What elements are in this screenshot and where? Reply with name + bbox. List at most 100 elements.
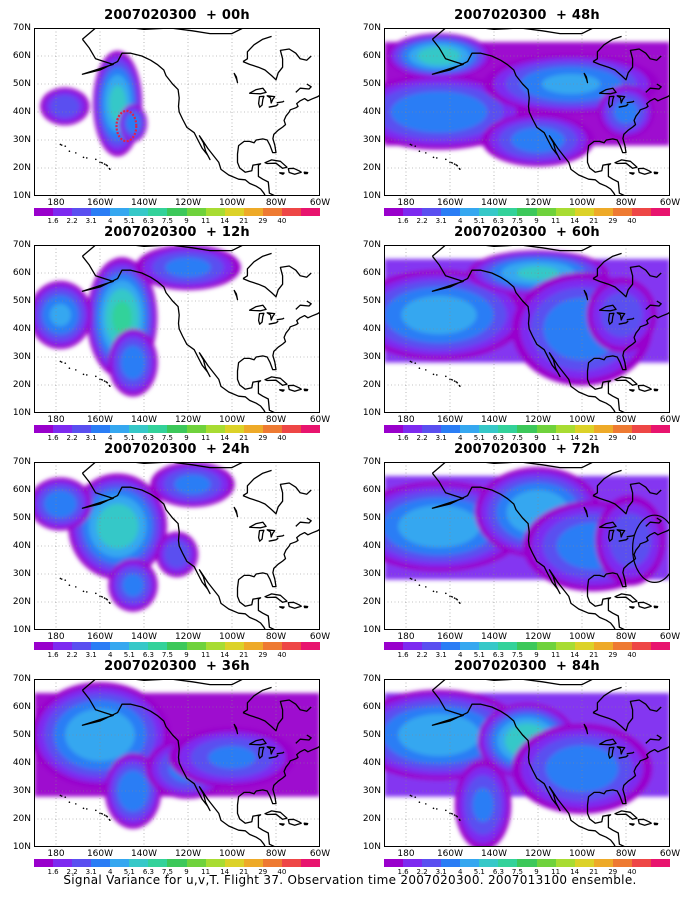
map-panel: 2007020300 + 84h 10N 20N 30N 40N 50N 60N 70N 180…	[352, 659, 692, 881]
colorbar-swatch	[224, 859, 244, 867]
latitude-tick-label: 50N	[362, 296, 381, 306]
colorbar-swatch	[281, 425, 301, 433]
latitude-tick-label: 60N	[12, 702, 31, 712]
latitude-tick-label: 10N	[362, 842, 381, 852]
signal-variance-field	[384, 33, 670, 167]
colorbar-swatch	[612, 859, 632, 867]
colorbar-swatch	[460, 425, 480, 433]
colorbar-label: 1.6	[397, 868, 409, 876]
latitude-tick-label: 40N	[362, 541, 381, 551]
latitude-tick-label: 10N	[12, 191, 31, 201]
colorbar-label: 6.3	[492, 434, 504, 442]
latitude-tick-label: 40N	[362, 324, 381, 334]
colorbar-label: 6.3	[142, 434, 154, 442]
colorbar-swatch	[72, 859, 92, 867]
colorbar-label: 4	[458, 651, 463, 659]
graticule	[384, 245, 670, 413]
colorbar-swatch	[498, 208, 518, 216]
longitude-tick-label: 60W	[309, 198, 331, 208]
colorbar-label: 2.2	[416, 651, 428, 659]
colorbar-swatch	[403, 859, 423, 867]
graticule	[34, 28, 320, 196]
colorbar-swatch	[129, 859, 149, 867]
colorbar-swatch	[441, 859, 461, 867]
colorbar-label: 5.1	[123, 868, 135, 876]
latitude-tick-label: 20N	[362, 814, 381, 824]
latitude-tick-label: 60N	[362, 268, 381, 278]
longitude-tick-label: 80W	[615, 849, 637, 859]
colorbar-swatch	[129, 208, 149, 216]
colorbar-swatch	[650, 425, 670, 433]
colorbar-swatch	[631, 859, 651, 867]
latitude-tick-label: 50N	[12, 79, 31, 89]
longitude-tick-label: 180	[47, 198, 65, 208]
latitude-tick-label: 60N	[12, 485, 31, 495]
colorbar	[34, 208, 320, 216]
colorbar-label: 21	[239, 868, 249, 876]
colorbar-label: 9	[534, 651, 539, 659]
colorbar-swatch	[167, 642, 187, 650]
colorbar-label: 29	[258, 651, 268, 659]
coastlines	[59, 462, 320, 630]
colorbar-swatch	[403, 642, 423, 650]
colorbar-swatch	[281, 642, 301, 650]
colorbar-swatch	[555, 642, 575, 650]
latitude-tick-label: 50N	[362, 513, 381, 523]
longitude-tick-label: 140W	[130, 849, 158, 859]
colorbar	[384, 425, 670, 433]
colorbar-swatch	[593, 425, 613, 433]
colorbar-label: 29	[608, 217, 618, 225]
longitude-tick-label: 100W	[568, 415, 596, 425]
colorbar-label: 14	[220, 868, 230, 876]
colorbar-swatch	[498, 859, 518, 867]
colorbar-label: 21	[239, 651, 249, 659]
colorbar-swatch	[460, 859, 480, 867]
longitude-tick-label: 120W	[174, 415, 202, 425]
variance-map	[384, 28, 670, 196]
colorbar-swatch	[91, 208, 111, 216]
colorbar-label: 5.1	[473, 434, 485, 442]
latitude-tick-label: 30N	[362, 352, 381, 362]
colorbar-swatch	[555, 208, 575, 216]
longitude-tick-label: 60W	[309, 849, 331, 859]
colorbar-label: 9	[184, 868, 189, 876]
colorbar-label: 4	[458, 217, 463, 225]
latitude-tick-label: 20N	[362, 380, 381, 390]
colorbar-swatch	[536, 642, 556, 650]
longitude-tick-label: 160W	[86, 632, 114, 642]
signal-variance-field	[40, 50, 148, 157]
longitude-tick-label: 60W	[659, 849, 681, 859]
colorbar-label: 14	[220, 217, 230, 225]
longitude-tick-label: 80W	[615, 415, 637, 425]
map-panel: 2007020300 + 48h 10N 20N 30N 40N 50N 60N 70N 180…	[352, 8, 692, 230]
colorbar-swatch	[300, 642, 320, 650]
colorbar-swatch	[536, 859, 556, 867]
colorbar-label: 4	[458, 434, 463, 442]
colorbar-label: 9	[534, 434, 539, 442]
longitude-tick-label: 100W	[218, 632, 246, 642]
colorbar-label: 7.5	[161, 651, 174, 659]
colorbar-swatch	[110, 642, 130, 650]
colorbar-swatch	[34, 859, 54, 867]
colorbar-label: 1.6	[47, 217, 59, 225]
colorbar-swatch	[53, 425, 73, 433]
map-panel: 2007020300 + 24h 10N 20N 30N 40N 50N 60N 70N 180…	[2, 442, 342, 664]
longitude-tick-label: 120W	[524, 198, 552, 208]
graticule	[34, 245, 320, 413]
colorbar-label: 3.1	[85, 651, 97, 659]
longitude-tick-label: 80W	[615, 198, 637, 208]
latitude-tick-label: 60N	[362, 51, 381, 61]
longitude-tick-label: 120W	[524, 415, 552, 425]
graticule	[34, 462, 320, 630]
variance-map	[384, 462, 670, 630]
colorbar-label: 5.1	[123, 434, 135, 442]
colorbar-swatch	[243, 642, 263, 650]
longitude-tick-label: 100W	[568, 632, 596, 642]
colorbar-label: 29	[608, 651, 618, 659]
latitude-tick-label: 70N	[362, 457, 381, 467]
colorbar-swatch	[574, 859, 594, 867]
colorbar-label: 1.6	[47, 651, 59, 659]
latitude-tick-label: 10N	[12, 842, 31, 852]
colorbar-label: 4	[108, 868, 113, 876]
longitude-tick-label: 100W	[218, 415, 246, 425]
